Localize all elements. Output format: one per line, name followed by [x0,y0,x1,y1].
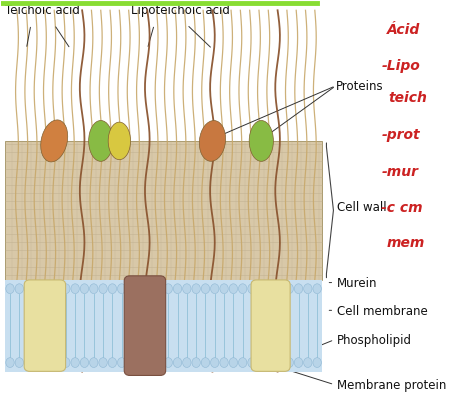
Ellipse shape [173,284,182,294]
Ellipse shape [25,284,33,294]
Ellipse shape [304,358,312,368]
Ellipse shape [276,284,284,294]
Text: Murein: Murein [337,276,377,289]
Ellipse shape [304,284,312,294]
Text: Cell wall: Cell wall [337,200,386,213]
Ellipse shape [276,358,284,368]
Ellipse shape [155,284,163,294]
Ellipse shape [90,358,98,368]
Ellipse shape [127,284,135,294]
Ellipse shape [173,358,182,368]
Ellipse shape [229,358,237,368]
FancyBboxPatch shape [24,280,65,371]
Ellipse shape [89,121,113,162]
Bar [5,280,322,372]
Ellipse shape [41,121,68,162]
Ellipse shape [164,358,173,368]
Ellipse shape [90,284,98,294]
Ellipse shape [313,358,321,368]
Ellipse shape [99,284,107,294]
Ellipse shape [80,358,89,368]
Text: Teichoic acid: Teichoic acid [5,4,80,17]
Ellipse shape [15,284,24,294]
Ellipse shape [62,358,70,368]
Ellipse shape [182,358,191,368]
Ellipse shape [257,284,265,294]
Ellipse shape [248,358,256,368]
Bar [5,142,322,280]
Ellipse shape [25,358,33,368]
Ellipse shape [127,358,135,368]
Ellipse shape [294,358,303,368]
Text: -mur: -mur [382,164,419,178]
Ellipse shape [118,358,126,368]
Ellipse shape [6,358,14,368]
Ellipse shape [294,284,303,294]
Ellipse shape [43,284,51,294]
Ellipse shape [71,284,79,294]
Text: -prot: -prot [382,128,420,142]
Ellipse shape [6,284,14,294]
Ellipse shape [285,358,293,368]
Ellipse shape [52,358,61,368]
Ellipse shape [34,358,42,368]
Ellipse shape [108,284,117,294]
Text: mem: mem [387,235,425,249]
Ellipse shape [62,284,70,294]
Ellipse shape [155,358,163,368]
Ellipse shape [285,284,293,294]
Ellipse shape [43,358,51,368]
Ellipse shape [248,284,256,294]
Ellipse shape [257,358,265,368]
FancyBboxPatch shape [251,280,290,371]
Ellipse shape [220,284,228,294]
Ellipse shape [238,358,247,368]
Ellipse shape [266,358,275,368]
Text: Proteins: Proteins [336,80,383,93]
Text: Ácid: Ácid [387,22,420,36]
Ellipse shape [164,284,173,294]
Ellipse shape [201,284,210,294]
Ellipse shape [199,121,226,162]
Ellipse shape [210,358,219,368]
Ellipse shape [266,284,275,294]
Ellipse shape [136,284,145,294]
Ellipse shape [182,284,191,294]
FancyBboxPatch shape [124,276,166,375]
Ellipse shape [52,284,61,294]
Ellipse shape [80,284,89,294]
Ellipse shape [220,358,228,368]
Ellipse shape [201,358,210,368]
Ellipse shape [118,284,126,294]
Text: Lipoteichoic acid: Lipoteichoic acid [131,4,230,17]
Ellipse shape [71,358,79,368]
Text: teich: teich [388,91,427,105]
Text: Phospholipid: Phospholipid [337,333,412,346]
Ellipse shape [229,284,237,294]
Text: Cell membrane: Cell membrane [337,304,428,317]
Ellipse shape [99,358,107,368]
Ellipse shape [146,284,154,294]
Ellipse shape [136,358,145,368]
Text: -Lipo: -Lipo [382,59,420,73]
Ellipse shape [238,284,247,294]
Ellipse shape [210,284,219,294]
Ellipse shape [108,123,130,160]
Ellipse shape [146,358,154,368]
Ellipse shape [249,121,273,162]
Text: Membrane protein: Membrane protein [337,378,446,391]
Ellipse shape [313,284,321,294]
Ellipse shape [15,358,24,368]
Ellipse shape [192,358,201,368]
Ellipse shape [192,284,201,294]
Ellipse shape [34,284,42,294]
Ellipse shape [108,358,117,368]
Text: -c cm: -c cm [382,201,423,215]
